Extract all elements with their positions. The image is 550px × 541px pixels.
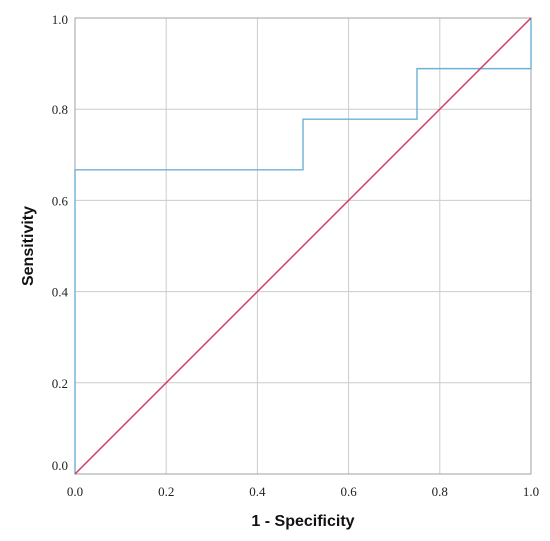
x-tick-label: 0.6 (340, 484, 357, 499)
x-tick-label: 0.4 (249, 484, 266, 499)
x-axis-title: 1 - Specificity (251, 513, 354, 530)
y-tick-label: 1.0 (52, 12, 68, 27)
y-tick-label: 0.2 (52, 376, 68, 391)
x-tick-label: 0.2 (158, 484, 174, 499)
y-tick-label: 0.8 (52, 102, 68, 117)
y-tick-label: 0.0 (52, 458, 68, 473)
x-tick-label: 1.0 (523, 484, 539, 499)
y-tick-label: 0.4 (52, 285, 69, 300)
x-tick-label: 0.8 (432, 484, 448, 499)
x-tick-label: 0.0 (67, 484, 83, 499)
series-layer (74, 17, 532, 475)
roc-curve-line (74, 18, 532, 474)
y-tick-labels: 0.0 0.2 0.4 0.6 0.8 1.0 (52, 12, 69, 473)
y-tick-label: 0.6 (52, 193, 69, 208)
y-axis-title: Sensitivity (20, 206, 37, 286)
x-tick-labels: 0.0 0.2 0.4 0.6 0.8 1.0 (67, 484, 539, 499)
reference-diagonal-line (74, 17, 532, 475)
